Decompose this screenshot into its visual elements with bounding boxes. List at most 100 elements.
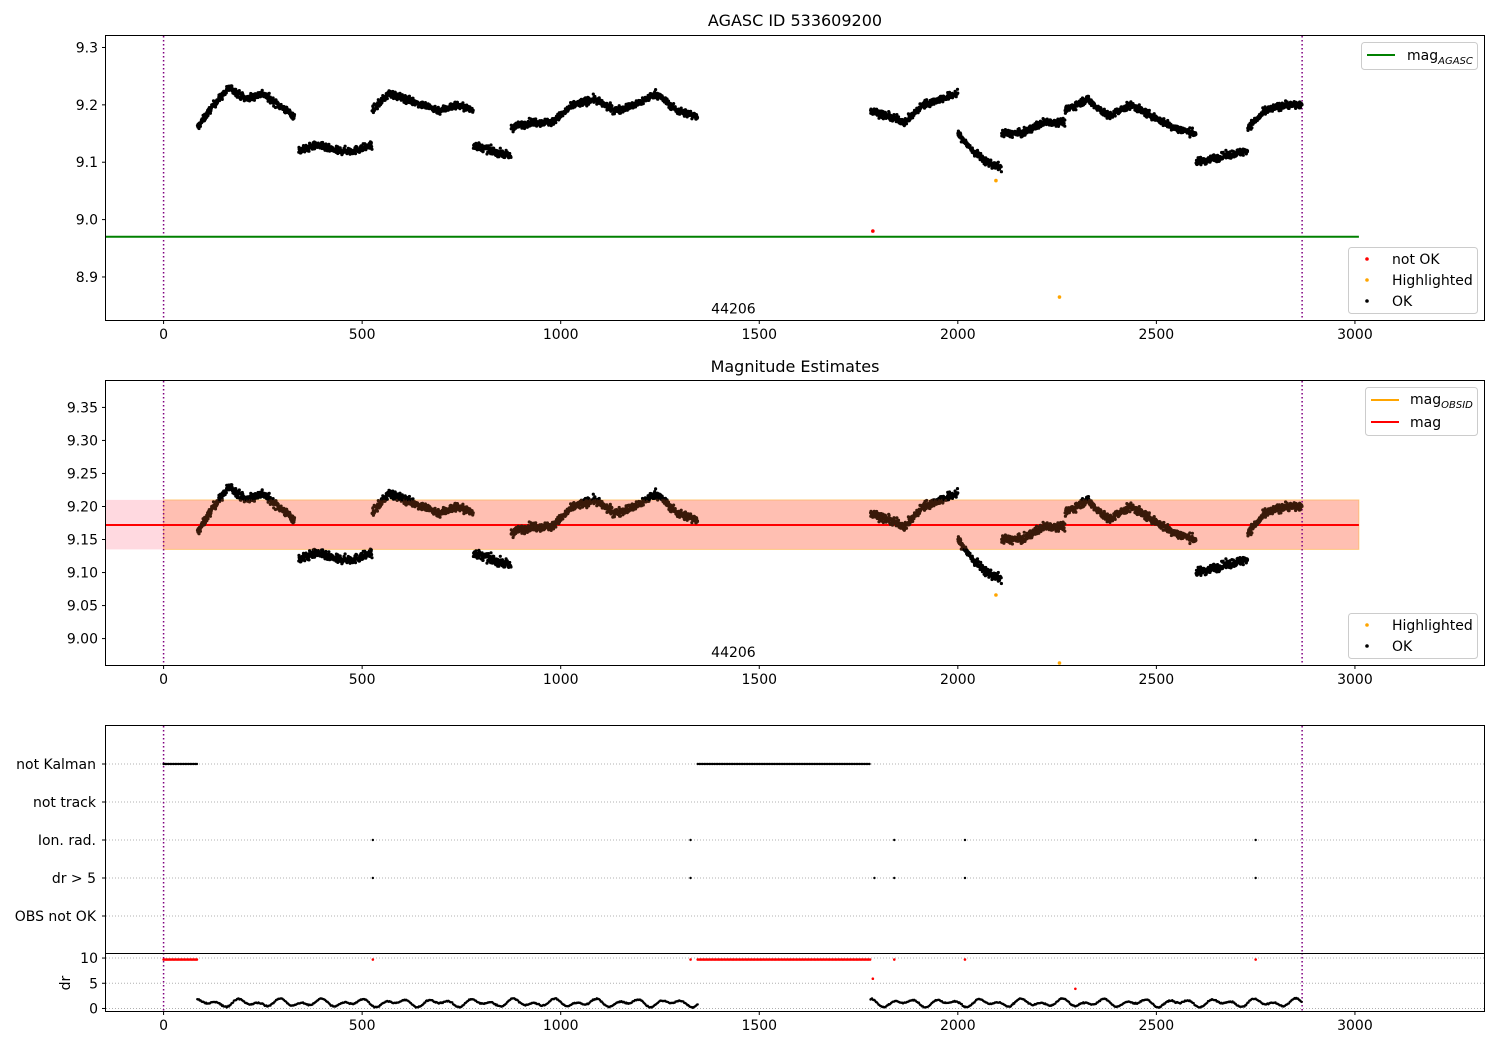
ok-point	[509, 155, 513, 159]
ok-point	[925, 98, 929, 102]
ok-point	[234, 87, 238, 91]
ok-point	[498, 146, 502, 150]
ok-point	[308, 141, 312, 145]
ok-point	[1250, 126, 1254, 130]
magnitude-estimates-panel: Magnitude Estimates 44206 0 500 1000 1500 20…	[67, 357, 1485, 688]
ok-point	[1074, 108, 1078, 112]
ok-point	[213, 105, 218, 109]
highlighted-point	[1057, 295, 1062, 299]
ok-point	[411, 497, 415, 501]
ok-point	[267, 91, 271, 95]
ok-point	[375, 509, 379, 513]
magnitude-estimates-title: Magnitude Estimates	[711, 357, 880, 376]
agasc-panel-title: AGASC ID 533609200	[708, 11, 882, 30]
ok-point	[237, 488, 241, 492]
ok-point	[343, 144, 347, 148]
ok-point	[911, 116, 915, 120]
ok-point	[324, 142, 328, 146]
x-tick-label: 3000	[1337, 327, 1373, 343]
ok-point	[355, 145, 359, 149]
ok-point	[213, 507, 218, 511]
x-tick-label: 2500	[1139, 327, 1175, 343]
ok-point	[369, 548, 373, 552]
ok-point	[492, 554, 496, 559]
ok-point	[407, 494, 411, 499]
legend-label-highlighted: Highlighted	[1392, 273, 1473, 289]
ok-point	[260, 88, 264, 92]
ok-point	[492, 146, 496, 150]
ok-point	[955, 87, 960, 91]
ok-point	[672, 102, 676, 106]
ok-point	[370, 147, 374, 151]
ok-point	[695, 115, 700, 120]
ok-point	[904, 122, 909, 126]
ok-point	[267, 491, 271, 495]
ok-point	[375, 107, 379, 111]
ok-point	[474, 141, 478, 145]
legend-label-not-ok: not OK	[1392, 252, 1440, 268]
y-tick-label: 9.0	[76, 213, 98, 229]
ok-point	[438, 515, 442, 519]
ok-point	[220, 97, 224, 101]
ok-point	[989, 158, 993, 162]
ok-point	[220, 498, 224, 502]
ok-point	[206, 517, 210, 521]
ok-point	[433, 104, 437, 108]
agasc-panel-frame	[105, 35, 1485, 321]
legend-marker-highlighted	[1365, 278, 1369, 282]
ok-point	[411, 96, 415, 100]
ok-point	[303, 150, 307, 154]
ok-point	[887, 111, 891, 115]
ok-point	[292, 113, 297, 117]
ok-point	[1241, 153, 1245, 157]
ok-point	[420, 100, 425, 104]
agasc-scatter-legend: not OK Highlighted OK	[1348, 247, 1478, 314]
ok-point	[1190, 126, 1194, 130]
ok-point	[292, 516, 297, 520]
ok-point	[956, 91, 960, 95]
ok-point	[618, 111, 623, 115]
ok-point	[407, 94, 411, 98]
x-tick-label: 500	[349, 327, 376, 343]
ok-point	[554, 121, 558, 125]
y-tick-label: 9.2	[76, 98, 98, 114]
ok-point	[481, 558, 485, 562]
ok-point	[561, 114, 565, 118]
x-tick-label: 1000	[543, 327, 579, 343]
ok-point	[224, 91, 228, 95]
ok-point	[343, 552, 347, 556]
ok-point	[673, 105, 677, 109]
ok-point	[385, 97, 389, 101]
ok-point	[260, 488, 264, 492]
ok-point	[271, 96, 275, 100]
ok-point	[224, 491, 228, 495]
ok-point	[1063, 118, 1067, 122]
ok-point	[471, 511, 475, 515]
ok-point	[895, 113, 899, 117]
ok-point	[999, 165, 1003, 169]
ok-point	[370, 553, 374, 557]
ok-point	[1194, 132, 1198, 136]
x-tick-label: 0	[159, 327, 168, 343]
ok-point	[591, 92, 595, 96]
ok-point	[438, 112, 442, 116]
ok-point	[610, 104, 614, 108]
ok-point	[420, 501, 425, 505]
ok-point	[198, 529, 202, 533]
ok-point	[498, 554, 502, 558]
ok-point	[353, 561, 358, 565]
ok-point	[398, 91, 402, 95]
ok-point	[1010, 135, 1015, 139]
ok-point	[896, 115, 901, 119]
ok-point	[641, 102, 645, 106]
y-tick-label: 9.3	[76, 40, 98, 56]
ok-point	[436, 105, 440, 109]
legend-marker-ok	[1365, 299, 1369, 303]
ok-point	[433, 506, 437, 510]
ok-point	[252, 98, 256, 102]
ok-point	[307, 558, 311, 562]
y-tick-label: 8.9	[76, 270, 98, 286]
ok-point	[1113, 114, 1117, 118]
not-ok-point	[871, 229, 875, 233]
